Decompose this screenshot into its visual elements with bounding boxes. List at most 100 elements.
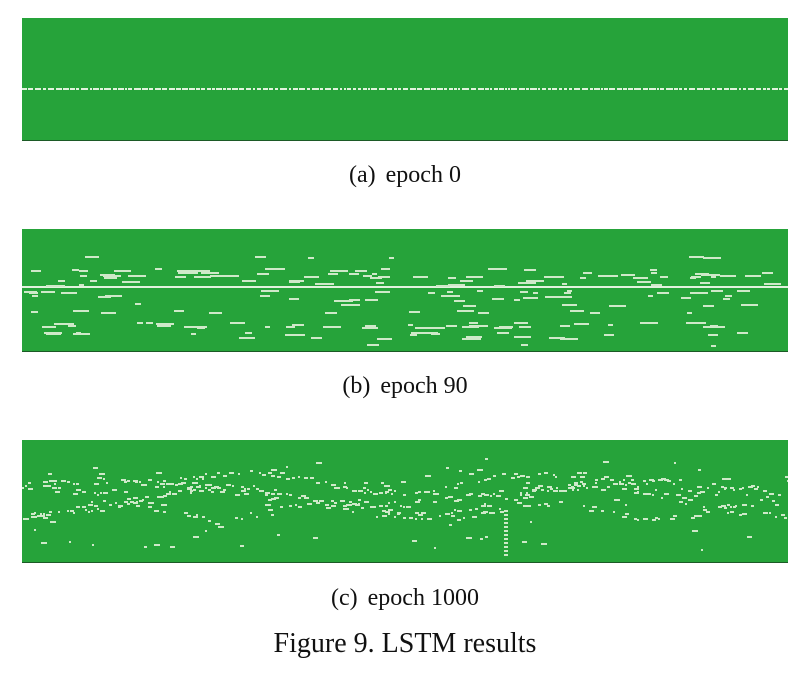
note-mark — [241, 518, 243, 520]
note-mark — [664, 479, 669, 481]
note-mark — [235, 494, 240, 496]
note-mark — [367, 489, 369, 491]
note-mark — [433, 490, 435, 492]
note-mark — [307, 503, 312, 505]
note-mark — [199, 490, 204, 492]
note-mark — [363, 487, 366, 489]
note-mark — [670, 518, 675, 520]
note-mark — [520, 492, 522, 494]
note-mark — [187, 487, 190, 489]
note-mark — [637, 486, 639, 488]
note-mark — [44, 332, 62, 334]
note-mark — [28, 482, 31, 484]
note-mark — [346, 504, 349, 506]
note-mark — [559, 88, 562, 90]
note-mark — [623, 88, 627, 90]
note-mark — [462, 338, 481, 340]
note-mark — [727, 512, 729, 514]
note-mark — [364, 501, 369, 503]
note-mark — [384, 485, 390, 487]
note-mark — [31, 513, 35, 515]
note-mark — [127, 503, 130, 505]
note-mark — [446, 467, 449, 469]
note-mark — [337, 487, 340, 489]
note-mark — [643, 480, 646, 482]
note-mark — [196, 478, 198, 480]
note-mark — [418, 514, 423, 516]
note-mark — [23, 518, 25, 520]
note-mark — [640, 322, 658, 324]
roll-background — [22, 229, 788, 352]
note-mark — [40, 513, 42, 515]
note-mark — [494, 285, 505, 287]
note-mark — [215, 523, 220, 525]
note-mark — [98, 296, 111, 298]
note-mark — [703, 506, 705, 508]
note-mark — [504, 554, 508, 556]
note-mark — [778, 494, 781, 496]
note-mark — [520, 475, 525, 477]
note-mark — [274, 497, 279, 499]
note-mark — [43, 513, 45, 515]
note-mark — [697, 515, 702, 517]
note-mark — [504, 510, 508, 512]
note-mark — [245, 332, 252, 334]
note-mark — [717, 88, 722, 90]
note-mark — [733, 489, 735, 491]
note-mark — [100, 510, 105, 512]
note-mark — [466, 537, 472, 539]
note-mark — [541, 489, 544, 491]
note-mark — [722, 478, 728, 480]
note-mark — [28, 88, 33, 90]
note-mark — [298, 497, 301, 499]
note-mark — [124, 501, 128, 503]
note-mark — [136, 505, 140, 507]
note-mark — [523, 497, 528, 499]
note-mark — [694, 515, 698, 517]
note-mark — [500, 511, 504, 513]
note-mark — [223, 88, 226, 90]
note-mark — [425, 475, 431, 477]
roll-bottom-rule — [22, 351, 788, 352]
note-mark — [172, 493, 177, 495]
note-mark — [413, 276, 428, 278]
note-mark — [492, 298, 504, 300]
note-mark — [25, 518, 29, 520]
note-mark — [542, 88, 546, 90]
note-mark — [162, 88, 167, 90]
note-mark — [781, 514, 785, 516]
note-mark — [445, 497, 448, 499]
note-mark — [227, 88, 231, 90]
note-mark — [437, 88, 443, 90]
note-mark — [289, 281, 300, 283]
note-mark — [156, 472, 162, 474]
note-mark — [648, 295, 653, 297]
note-mark — [626, 475, 632, 477]
note-mark — [325, 312, 337, 314]
note-mark — [469, 493, 473, 495]
note-mark — [226, 484, 231, 486]
note-mark — [191, 333, 196, 335]
note-mark — [787, 480, 788, 482]
note-mark — [259, 490, 264, 492]
caption-tag: (a) — [349, 162, 376, 188]
note-mark — [50, 521, 56, 523]
note-mark — [130, 501, 134, 503]
note-mark — [480, 538, 483, 540]
note-mark — [712, 483, 716, 485]
piano-roll-canvas — [22, 18, 788, 141]
note-mark — [54, 483, 56, 485]
note-mark — [735, 505, 737, 507]
note-mark — [743, 88, 746, 90]
note-mark — [643, 493, 647, 495]
note-mark — [697, 486, 702, 488]
note-mark — [433, 501, 437, 503]
note-mark — [118, 505, 123, 507]
note-mark — [445, 486, 447, 488]
note-mark — [739, 488, 742, 490]
note-mark — [280, 506, 283, 508]
roll-background — [22, 18, 788, 141]
piano-roll-epoch-90 — [22, 229, 788, 352]
note-mark — [700, 491, 705, 493]
note-mark — [55, 480, 57, 482]
